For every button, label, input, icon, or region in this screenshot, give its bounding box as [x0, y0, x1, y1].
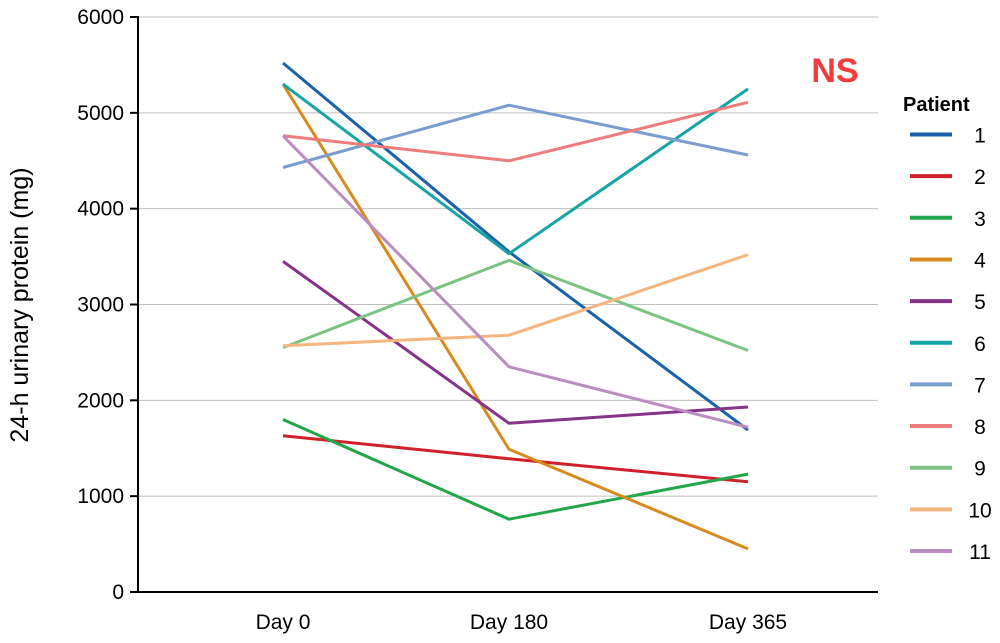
- series-line-patient-11: [281, 134, 749, 429]
- legend-label-patient-4: 4: [974, 249, 986, 272]
- series-lines: [281, 61, 749, 551]
- series-line-patient-7: [282, 103, 749, 169]
- legend-label-patient-2: 2: [974, 166, 986, 189]
- y-tick-label: 1000: [77, 485, 124, 508]
- significance-annotation: NS: [811, 52, 858, 90]
- series-line-patient-8: [282, 100, 749, 163]
- y-tick-label: 4000: [77, 198, 124, 221]
- x-tick-label: Day 365: [709, 611, 787, 634]
- legend-label-patient-6: 6: [974, 333, 986, 356]
- y-tick-label: 0: [112, 581, 124, 604]
- legend-label-patient-1: 1: [974, 125, 986, 148]
- x-tick-label: Day 180: [470, 611, 548, 634]
- legend-label-patient-9: 9: [974, 458, 986, 481]
- legend-label-patient-3: 3: [974, 208, 986, 231]
- series-line-patient-3: [282, 418, 749, 521]
- legend-label-patient-7: 7: [974, 374, 986, 397]
- legend-label-patient-11: 11: [969, 541, 991, 564]
- y-tick-label: 3000: [77, 294, 124, 317]
- y-axis-label: 24-h urinary protein (mg): [6, 167, 34, 442]
- series-line-patient-10: [282, 253, 749, 348]
- gridlines: [138, 16, 878, 497]
- series-line-patient-1: [282, 61, 749, 432]
- legend-label-patient-8: 8: [974, 416, 986, 439]
- series-line-patient-2: [282, 434, 749, 484]
- y-tick-label: 5000: [77, 102, 124, 125]
- series-line-patient-6: [282, 82, 749, 256]
- legend-label-patient-5: 5: [974, 291, 986, 314]
- y-tick-label: 6000: [77, 6, 124, 29]
- legend-label-patient-10: 10: [968, 499, 991, 522]
- series-line-patient-5: [282, 260, 749, 425]
- series-line-patient-4: [281, 83, 749, 551]
- y-tick-label: 2000: [77, 389, 124, 412]
- legend-title: Patient: [903, 94, 970, 116]
- series-line-patient-9: [282, 258, 749, 352]
- axes: 0 1000 2000 3000 4000 5000 6000 Day 0 Day 180 Day…: [77, 6, 878, 634]
- x-tick-label: Day 0: [256, 611, 311, 634]
